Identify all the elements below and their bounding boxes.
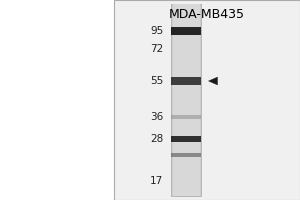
Bar [171, 136, 201, 142]
Bar [171, 4, 201, 196]
Text: 55: 55 [150, 76, 164, 86]
Bar [172, 4, 200, 196]
Bar [171, 27, 201, 35]
Bar [114, 0, 300, 200]
Text: MDA-MB435: MDA-MB435 [169, 8, 245, 21]
Text: 17: 17 [150, 176, 164, 186]
Polygon shape [208, 77, 217, 85]
Text: 36: 36 [150, 112, 164, 122]
Text: 28: 28 [150, 134, 164, 144]
Text: 72: 72 [150, 44, 164, 54]
Bar [171, 115, 201, 119]
Text: 95: 95 [150, 26, 164, 36]
Bar [171, 153, 201, 157]
Bar [171, 77, 201, 85]
